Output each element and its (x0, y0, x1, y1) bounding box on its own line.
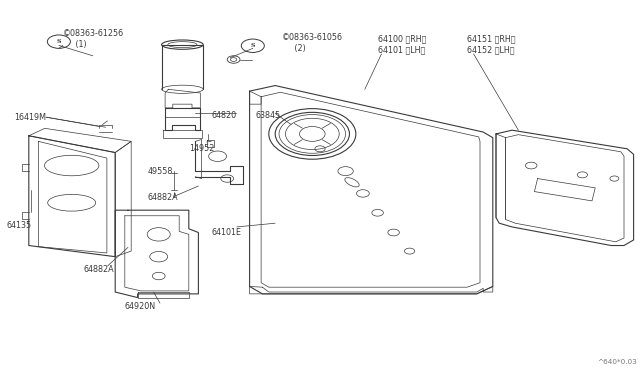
Text: 64151 〈RH〉
64152 〈LH〉: 64151 〈RH〉 64152 〈LH〉 (467, 35, 516, 55)
Text: 64882A: 64882A (147, 193, 178, 202)
Text: ^640*0.03: ^640*0.03 (597, 359, 637, 365)
Text: 49558: 49558 (147, 167, 173, 176)
Text: ©08363-61256
     (1): ©08363-61256 (1) (63, 29, 124, 49)
Text: 64882A: 64882A (83, 265, 114, 274)
Text: 16419M: 16419M (14, 113, 46, 122)
Text: 63845: 63845 (256, 111, 281, 120)
Text: ©08363-61056
     (2): ©08363-61056 (2) (282, 33, 342, 53)
Text: 64100 〈RH〉
64101 〈LH〉: 64100 〈RH〉 64101 〈LH〉 (378, 35, 426, 55)
Text: 14952: 14952 (189, 144, 214, 153)
Text: S: S (250, 43, 255, 48)
Text: 64101E: 64101E (211, 228, 241, 237)
Text: S: S (56, 39, 61, 44)
Text: 64820: 64820 (211, 111, 236, 120)
Text: 64135: 64135 (6, 221, 31, 230)
Text: 64920N: 64920N (125, 302, 156, 311)
